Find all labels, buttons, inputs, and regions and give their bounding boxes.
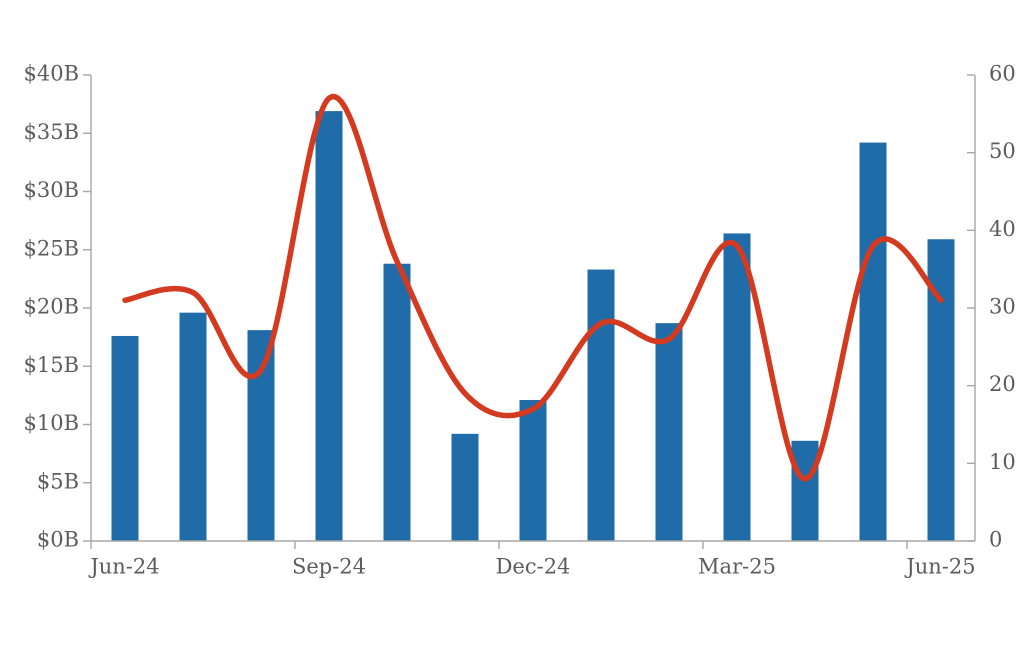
x-axis-label: Mar-25 (698, 555, 776, 579)
right-axis-label: 10 (989, 450, 1016, 474)
right-axis-label: 0 (989, 528, 1002, 552)
bar-aug-24 (247, 330, 275, 541)
trend-line (122, 93, 944, 482)
left-axis-label: $5B (37, 469, 79, 493)
left-axis-label: $40B (23, 62, 79, 86)
right-axis-label: 60 (989, 62, 1016, 86)
right-axis-label: 50 (989, 139, 1016, 163)
bar-mar-25 (723, 233, 751, 541)
left-axis-label: $20B (23, 295, 79, 319)
x-axis-label: Sep-24 (292, 555, 366, 579)
x-axis-label: Dec-24 (496, 555, 571, 579)
x-axis-label: Jun-25 (904, 555, 975, 579)
right-axis-label: 40 (989, 217, 1016, 241)
bar-oct-24 (383, 263, 411, 541)
bar-apr-25 (791, 440, 819, 541)
bar-dec-24 (519, 400, 547, 541)
bar-jan-25 (587, 269, 615, 541)
x-axis-label: Jun-24 (88, 555, 159, 579)
left-axis-label: $0B (37, 528, 79, 552)
right-axis-label: 20 (989, 372, 1016, 396)
bar-jul-24 (179, 312, 207, 541)
left-axis-label: $25B (23, 236, 79, 260)
left-axis-label: $15B (23, 353, 79, 377)
bar-may-25 (859, 142, 887, 541)
right-axis-label: 30 (989, 295, 1016, 319)
left-axis-label: $10B (23, 411, 79, 435)
bar-nov-24 (451, 433, 479, 541)
bar-sep-24 (315, 111, 343, 542)
left-axis-label: $30B (23, 178, 79, 202)
left-axis-label: $35B (23, 120, 79, 144)
bar-jun-24 (111, 335, 139, 541)
bar-feb-25 (655, 323, 683, 541)
